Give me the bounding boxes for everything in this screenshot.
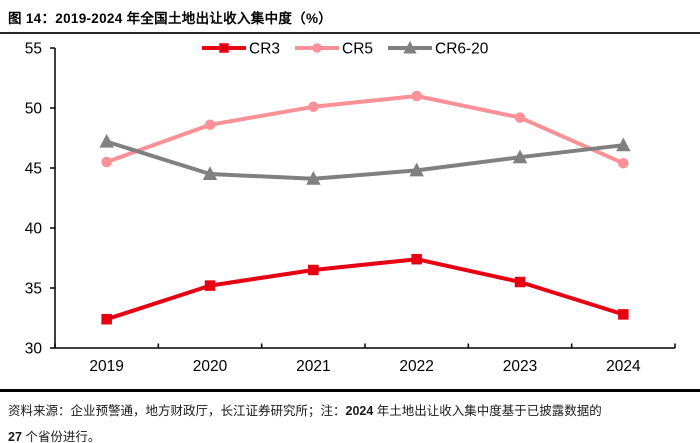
data-point-CR3 [204,280,216,291]
legend-item-CR3: CR3 [202,41,280,58]
legend-marker-CR6-20 [403,40,417,54]
data-point-CR6-20 [409,162,424,177]
series-line-CR6-20 [106,139,624,181]
legend-item-CR6-20: CR6-20 [388,41,489,58]
legend-marker-CR5 [312,43,322,53]
figure-title: 图 14：2019-2024 年全国土地出让收入集中度（%） [8,11,333,26]
y-tick-label: 40 [25,221,43,238]
source-text: 资料来源：企业预警通，地方财政厅，长江证券研究所；注： [8,403,346,418]
data-point-CR6-20 [512,149,528,164]
data-point-CR3 [411,253,422,265]
legend-label: CR5 [342,41,373,58]
legend-label: CR3 [249,41,280,58]
source-note-line2: 27 个省份进行。 [8,424,692,443]
series-CR5 [101,90,629,169]
note-province-count: 27 [8,429,22,443]
note-text-2: 个省份进行。 [21,429,101,443]
x-tick-label: 2020 [193,358,228,375]
data-point-CR6-20 [202,166,218,180]
footer-divider [0,389,700,392]
y-tick-label: 35 [25,281,42,298]
data-point-CR3 [618,309,629,320]
legend-marker-CR3 [219,43,229,53]
data-point-CR3 [308,264,319,276]
data-point-CR6-20 [306,171,321,185]
data-point-CR3 [101,313,112,325]
data-point-CR5 [514,112,526,123]
x-tick-label: 2024 [606,358,641,375]
y-tick-label: 30 [25,341,43,358]
x-tick-label: 2023 [503,358,537,375]
data-point-CR6-20 [99,133,114,148]
data-point-CR6-20 [616,137,631,152]
y-tick-label: 45 [25,161,42,178]
data-point-CR5 [618,157,629,169]
data-point-CR3 [514,276,526,288]
y-tick-label: 50 [25,101,43,118]
series-line-CR3 [106,257,624,322]
note-year: 2024 [345,403,374,418]
legend-item-CR5: CR5 [295,41,373,58]
note-text: 年土地出让收入集中度基于已披露数据的 [373,403,602,418]
data-point-CR5 [308,101,319,113]
y-tick-label: 55 [25,41,42,58]
series-line-CR5 [105,94,625,166]
source-note: 资料来源：企业预警通，地方财政厅，长江证券研究所；注：2024 年土地出让收入集… [0,392,700,443]
concentration-line-chart: 30 35 40 45 50 55 2019 2020 2021 2022 2023 2024 CR3 C… [25,41,676,375]
figure-header: 图 14：2019-2024 年全国土地出让收入集中度（%） [0,0,700,32]
data-point-CR5 [204,119,216,131]
title-divider [0,32,700,34]
x-tick-label: 2019 [89,358,123,375]
series-CR6-20 [99,133,631,185]
source-note-line1: 资料来源：企业预警通，地方财政厅，长江证券研究所；注：2024 年土地出让收入集… [8,398,692,424]
data-point-CR5 [101,156,112,168]
legend-label: CR6-20 [435,41,489,58]
chart-area: 30 35 40 45 50 55 2019 2020 2021 2022 2023 2024 CR3 C… [0,34,700,380]
x-tick-label: 2021 [296,358,330,375]
x-tick-label: 2022 [399,358,433,375]
series-CR3 [101,253,629,325]
data-point-CR5 [411,90,422,102]
